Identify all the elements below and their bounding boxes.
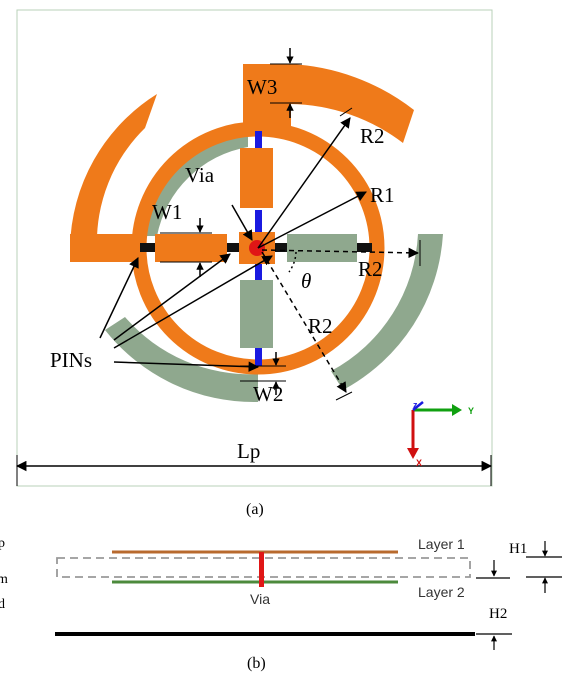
clipped-text-2: m: [0, 572, 8, 587]
pin-diode-right-outer: [357, 243, 372, 252]
label-r1: R1: [370, 183, 395, 207]
axis-label-x: X: [416, 458, 422, 468]
label-via-side: Via: [250, 591, 270, 607]
coordinate-axes: z Y X: [407, 400, 474, 468]
pin-diode-left-inner: [227, 243, 239, 252]
axis-label-y: Y: [468, 406, 474, 416]
clipped-text-3: d: [0, 597, 5, 612]
label-pins: PINs: [50, 348, 92, 372]
label-theta: θ: [301, 269, 311, 293]
bias-line-bottom: [255, 348, 262, 366]
top-view-panel: z Y X W3 R2 Via R1 W1 R2 θ R2 PINs W2 Lp…: [15, 9, 493, 518]
caption-b: (b): [247, 655, 266, 672]
label-h1: H1: [509, 541, 527, 557]
axis-label-z: z: [413, 400, 418, 410]
label-w1: W1: [152, 200, 182, 224]
label-w3: W3: [247, 75, 277, 99]
label-via: Via: [185, 163, 215, 187]
arc-inactive-right: [331, 234, 443, 390]
side-view-panel: p m d Layer 1 Layer 2 Via H1 H2 (b): [0, 536, 562, 672]
patch-right: [287, 234, 357, 262]
label-r2-top: R2: [360, 124, 385, 148]
arc-active-top-tab: [243, 64, 291, 132]
arc-active-left: [70, 94, 157, 248]
pin-diode-left-outer: [140, 243, 155, 252]
arc-active-top: [290, 64, 414, 143]
patch-top: [240, 148, 273, 208]
clipped-text-1: p: [0, 536, 5, 551]
label-layer2: Layer 2: [418, 584, 465, 600]
bias-line-top: [255, 131, 262, 149]
caption-a: (a): [246, 501, 264, 518]
label-w2: W2: [253, 382, 283, 406]
via-side: [259, 552, 264, 587]
label-r2-right: R2: [358, 257, 383, 281]
label-h2: H2: [489, 606, 507, 622]
patch-left: [155, 234, 227, 262]
label-r2-lower: R2: [308, 314, 333, 338]
arc-active-left-tab: [70, 234, 142, 262]
label-lp: Lp: [237, 439, 260, 463]
annotation-lines: [15, 48, 493, 486]
bias-line-lower: [255, 264, 262, 280]
arc-inactive-left: [133, 124, 248, 236]
patch-bottom: [240, 280, 273, 348]
arc-inactive-bottom: [105, 317, 258, 403]
bias-line-upper: [255, 210, 262, 232]
pin-diode-right-inner: [275, 243, 287, 252]
label-layer1: Layer 1: [418, 536, 465, 552]
